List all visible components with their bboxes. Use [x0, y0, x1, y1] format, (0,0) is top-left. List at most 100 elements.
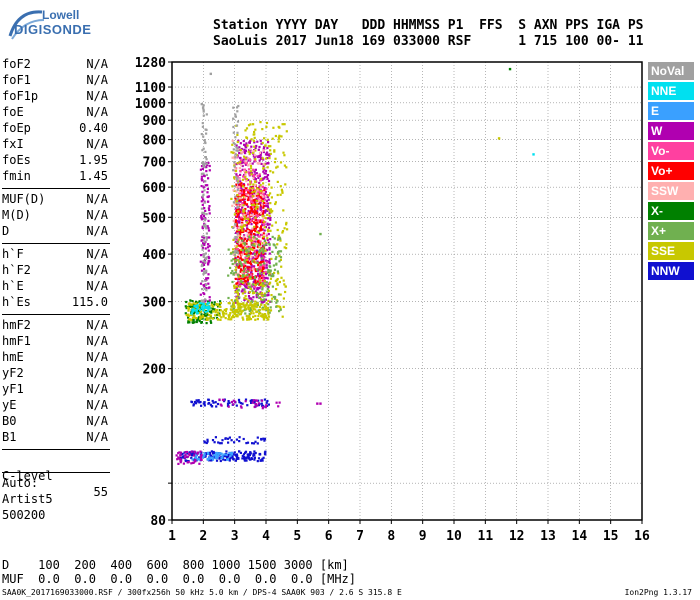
echo-point	[257, 231, 260, 235]
echo-point	[193, 314, 196, 317]
echo-point	[211, 458, 215, 461]
echo-point	[201, 125, 204, 128]
echo-point	[225, 308, 228, 311]
echo-point	[205, 322, 208, 325]
echo-point	[254, 207, 257, 210]
echo-point	[265, 157, 268, 160]
param-value: N/A	[86, 430, 108, 444]
echo-point	[238, 183, 241, 186]
echo-point	[235, 250, 238, 253]
echo-point	[207, 161, 210, 164]
echo-point	[244, 243, 247, 246]
echo-point	[250, 230, 253, 233]
echo-point	[203, 306, 206, 309]
echo-point	[231, 454, 234, 457]
echo-point	[242, 208, 245, 211]
echo-point	[251, 191, 254, 194]
echo-point	[257, 245, 260, 249]
echo-point	[263, 298, 266, 301]
echo-point	[261, 301, 264, 304]
echo-point	[209, 320, 212, 323]
echo-point	[254, 146, 257, 149]
echo-point	[202, 456, 205, 459]
echo-point	[254, 210, 258, 213]
echo-point	[242, 139, 245, 143]
echo-point	[276, 165, 279, 168]
echo-point	[204, 184, 207, 187]
echo-point	[263, 137, 266, 140]
echo-point	[200, 179, 204, 182]
echo-point	[246, 261, 249, 264]
echo-point	[248, 266, 251, 269]
echo-point	[262, 204, 265, 208]
echo-point	[196, 451, 200, 454]
echo-point	[263, 264, 266, 267]
echo-point	[256, 210, 259, 213]
echo-point	[254, 168, 257, 171]
echo-point	[240, 242, 243, 245]
echo-point	[249, 139, 252, 142]
echo-point	[253, 405, 256, 409]
echo-point	[206, 451, 210, 454]
echo-point	[258, 292, 261, 295]
y-tick-label: 800	[143, 134, 167, 149]
echo-point	[234, 221, 237, 224]
echo-point	[250, 297, 253, 300]
x-tick-label: 9	[419, 529, 427, 544]
param-row-clevel: C-level 55	[2, 452, 110, 499]
echo-point	[264, 453, 267, 456]
echo-point	[244, 214, 248, 217]
echo-point	[234, 301, 237, 304]
echo-point	[262, 165, 265, 168]
echo-point	[238, 440, 241, 443]
divider	[2, 188, 110, 189]
echo-point	[270, 257, 273, 260]
echo-point	[256, 303, 259, 307]
echo-point	[272, 274, 275, 277]
echo-point	[259, 157, 263, 160]
echo-point	[236, 106, 239, 109]
param-row-fof1: foF1 N/A	[2, 72, 110, 88]
echo-point	[187, 316, 190, 319]
echo-point	[280, 265, 283, 268]
echo-point	[278, 250, 281, 253]
echo-point	[210, 405, 213, 408]
echo-point	[247, 255, 250, 258]
echo-point	[256, 436, 259, 439]
echo-point	[236, 177, 239, 180]
echo-point	[243, 224, 246, 227]
echo-point	[241, 271, 244, 274]
echo-point	[254, 300, 257, 303]
echo-point	[266, 237, 269, 240]
echo-point	[223, 453, 226, 456]
param-value: N/A	[86, 279, 108, 293]
echo-point	[252, 228, 255, 231]
echo-point	[246, 456, 249, 459]
echo-point	[195, 320, 198, 323]
echo-point	[261, 299, 264, 302]
echo-point	[249, 451, 252, 454]
echo-point	[232, 248, 235, 251]
echo-point	[236, 148, 240, 151]
echo-point	[269, 300, 272, 303]
echo-point	[248, 219, 251, 222]
echo-point	[241, 206, 244, 209]
echo-point	[262, 170, 265, 173]
echo-point	[245, 314, 248, 317]
echo-point	[240, 184, 243, 187]
echo-point	[258, 159, 261, 162]
echo-point	[264, 450, 267, 453]
echo-point	[265, 248, 269, 251]
echo-point	[205, 269, 208, 272]
param-value: N/A	[86, 192, 108, 206]
echo-point	[245, 254, 248, 257]
echo-point	[285, 130, 288, 133]
echo-point	[256, 251, 259, 254]
echo-point	[235, 185, 238, 189]
echo-point	[278, 310, 281, 313]
y-tick-label: 700	[143, 156, 167, 171]
echo-point	[279, 293, 282, 296]
echo-point	[232, 316, 235, 319]
echo-point	[247, 286, 250, 289]
